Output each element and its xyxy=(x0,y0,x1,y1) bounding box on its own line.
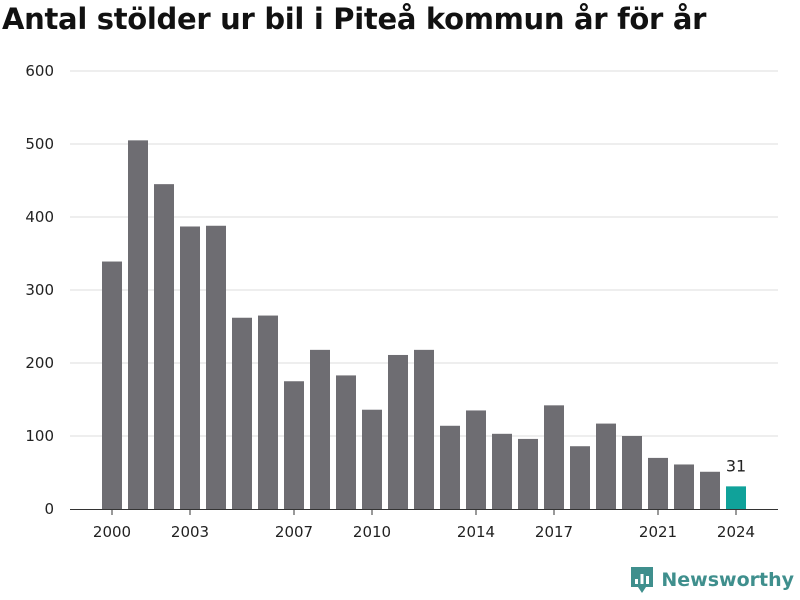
bar-2018 xyxy=(570,446,590,509)
data-labels: 31 xyxy=(726,456,746,475)
bar-2013 xyxy=(440,425,460,509)
x-tick-label: 2014 xyxy=(457,523,495,541)
bar-2003 xyxy=(180,226,200,510)
x-tick-label: 2017 xyxy=(535,523,573,541)
y-tick-label: 200 xyxy=(25,354,54,372)
data-label-2024: 31 xyxy=(726,456,746,475)
bar-2020 xyxy=(622,436,642,509)
bars xyxy=(102,140,746,510)
bar-2024 xyxy=(726,486,746,509)
bar-2008 xyxy=(310,349,330,509)
bar-2021 xyxy=(648,457,668,509)
bar-2012 xyxy=(414,349,434,509)
bar-2016 xyxy=(518,438,538,509)
bar-2005 xyxy=(232,317,252,509)
bar-2006 xyxy=(258,315,278,509)
bar-2015 xyxy=(492,433,512,509)
bar-2000 xyxy=(102,261,122,509)
bar-2010 xyxy=(362,409,382,509)
y-tick-label: 400 xyxy=(25,208,54,226)
bar-2023 xyxy=(700,471,720,509)
x-tick-label: 2003 xyxy=(171,523,209,541)
brand-name: Newsworthy xyxy=(661,569,794,591)
x-tick-label: 2000 xyxy=(93,523,131,541)
y-tick-label: 0 xyxy=(44,500,54,518)
brand-logo: Newsworthy xyxy=(629,565,794,595)
bar-2014 xyxy=(466,410,486,509)
y-tick-label: 300 xyxy=(25,281,54,299)
bar-2001 xyxy=(128,140,148,509)
bar-2011 xyxy=(388,354,408,509)
x-axis-ticks: 2000 2003 2007 2010 2014 2017 2021 2024 xyxy=(93,509,755,541)
newsworthy-logo-icon xyxy=(631,567,654,593)
x-tick-label: 2021 xyxy=(639,523,677,541)
y-tick-label: 500 xyxy=(25,135,54,153)
x-tick-label: 2010 xyxy=(353,523,391,541)
x-tick-label: 2024 xyxy=(717,523,755,541)
y-tick-label: 600 xyxy=(25,62,54,80)
chart-title: Antal stölder ur bil i Piteå kommun år f… xyxy=(2,2,707,36)
bar-2007 xyxy=(284,381,304,509)
bar-2002 xyxy=(154,184,174,509)
y-axis-ticks: 0 100 200 300 400 500 600 xyxy=(25,62,54,518)
bar-2009 xyxy=(336,375,356,509)
bar-2004 xyxy=(206,225,226,509)
bar-2017 xyxy=(544,405,564,509)
bar-2019 xyxy=(596,423,616,509)
y-tick-label: 100 xyxy=(25,427,54,445)
bar-2022 xyxy=(674,464,694,509)
x-tick-label: 2007 xyxy=(275,523,313,541)
